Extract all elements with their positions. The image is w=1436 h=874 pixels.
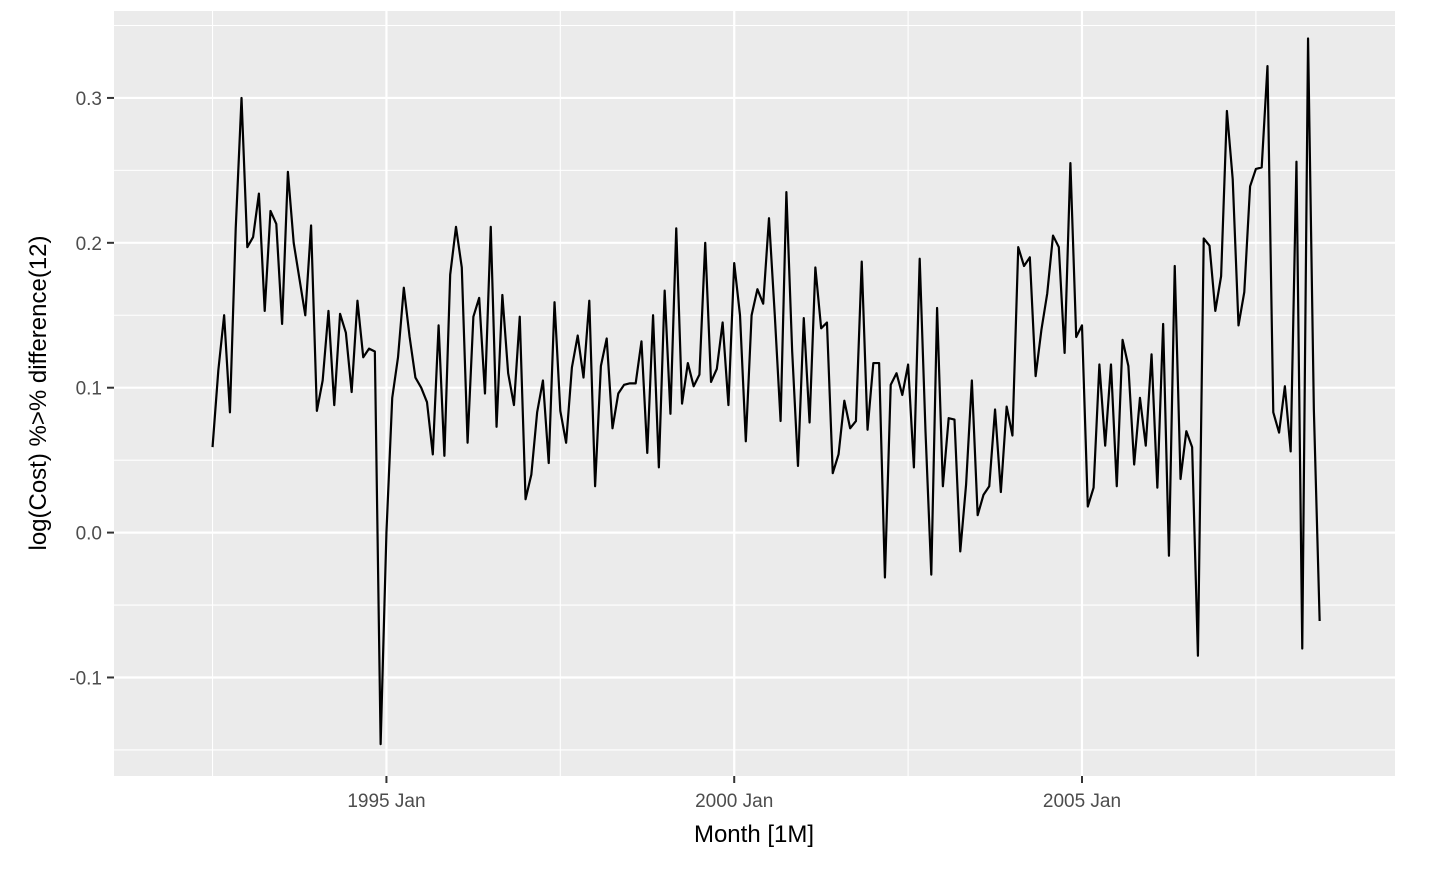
y-axis: -0.1 0.0 0.1 0.2 0.3: [69, 89, 114, 689]
y-tick-label: 0.2: [76, 234, 102, 255]
x-axis: 1995 Jan 2000 Jan 2005 Jan: [347, 776, 1121, 812]
x-tick-label: 2000 Jan: [695, 791, 773, 812]
y-tick-label: -0.1: [69, 668, 102, 689]
x-tick-label: 1995 Jan: [347, 791, 425, 812]
y-tick-label: 0.1: [76, 379, 102, 400]
y-tick-label: 0.3: [76, 89, 102, 110]
y-axis-title: log(Cost) %>% difference(12): [25, 235, 52, 550]
x-tick-label: 2005 Jan: [1043, 791, 1121, 812]
series-line: [211, 37, 1321, 746]
x-axis-title: Month [1M]: [694, 821, 814, 848]
y-tick-label: 0.0: [76, 524, 102, 545]
major-gridlines: [114, 11, 1395, 776]
panel-background: [114, 11, 1395, 776]
